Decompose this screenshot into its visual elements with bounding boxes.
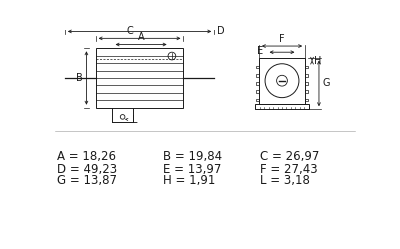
Bar (256, 99, 259, 102)
Bar (96, 48, 184, 108)
Text: H = 1,91: H = 1,91 (163, 174, 215, 187)
Text: B: B (76, 73, 82, 83)
Bar (256, 65, 259, 68)
Bar (305, 99, 308, 102)
Bar (259, 58, 305, 104)
Text: C: C (127, 26, 134, 36)
Text: E = 13,97: E = 13,97 (163, 163, 221, 176)
Bar (305, 65, 308, 68)
Text: A = 18,26: A = 18,26 (57, 150, 116, 163)
Bar (256, 82, 259, 85)
Bar (305, 74, 308, 76)
Text: B = 19,84: B = 19,84 (163, 150, 222, 163)
Text: F: F (279, 34, 285, 44)
Bar (256, 90, 259, 93)
Bar (255, 104, 309, 109)
Text: A: A (138, 32, 144, 42)
Text: F = 27,43: F = 27,43 (260, 163, 318, 176)
Text: D = 49,23: D = 49,23 (57, 163, 117, 176)
Text: L = 3,18: L = 3,18 (260, 174, 310, 187)
Bar (305, 90, 308, 93)
Text: H: H (314, 56, 322, 66)
Bar (256, 74, 259, 76)
Text: G = 13,87: G = 13,87 (57, 174, 117, 187)
Bar (305, 82, 308, 85)
Text: L: L (126, 115, 137, 125)
Text: G: G (322, 78, 330, 88)
Text: D: D (216, 26, 224, 36)
Text: E: E (257, 47, 264, 57)
Text: C = 26,97: C = 26,97 (260, 150, 320, 163)
